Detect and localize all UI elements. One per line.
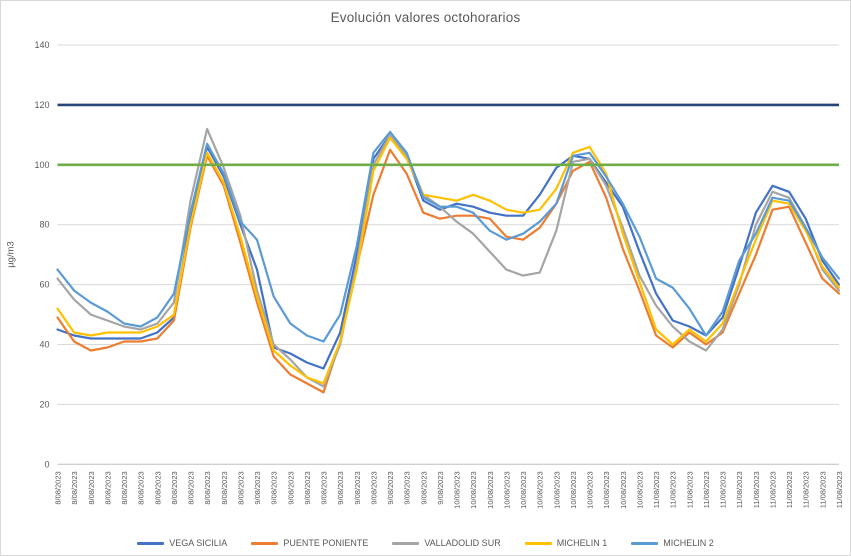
y-tick-label: 60 bbox=[39, 280, 49, 290]
x-tick-label: 8/08/2023 bbox=[87, 471, 96, 504]
x-tick-label: 8/08/2023 bbox=[70, 471, 79, 504]
y-tick-label: 20 bbox=[39, 399, 49, 409]
legend-swatch-valladolid-sur bbox=[392, 541, 420, 545]
x-tick-label: 9/08/2023 bbox=[403, 471, 412, 504]
legend-label: VALLADOLID SUR bbox=[424, 538, 501, 548]
x-tick-label: 10/08/2023 bbox=[552, 471, 561, 509]
x-tick-label: 9/08/2023 bbox=[386, 471, 395, 504]
x-tick-label: 8/08/2023 bbox=[236, 471, 245, 504]
x-tick-label: 10/08/2023 bbox=[486, 471, 495, 509]
legend-swatch-michelin-1 bbox=[524, 541, 552, 545]
y-tick-label: 0 bbox=[44, 459, 49, 469]
y-tick-label: 140 bbox=[34, 40, 49, 50]
x-tick-label: 8/08/2023 bbox=[170, 471, 179, 504]
x-tick-label: 11/08/2023 bbox=[685, 471, 694, 508]
x-tick-label: 11/08/2023 bbox=[768, 471, 777, 508]
x-tick-label: 9/08/2023 bbox=[286, 471, 295, 504]
x-tick-label: 11/08/2023 bbox=[702, 471, 711, 508]
legend-swatch-michelin-2 bbox=[631, 541, 659, 545]
x-tick-label: 11/08/2023 bbox=[735, 471, 744, 508]
chart-title: Evolución valores octohorarios bbox=[330, 10, 521, 25]
x-tick-label: 11/08/2023 bbox=[652, 471, 661, 508]
x-tick-label: 11/08/2023 bbox=[752, 471, 761, 508]
y-tick-label: 40 bbox=[39, 340, 49, 350]
legend-item-michelin-2: MICHELIN 2 bbox=[631, 538, 714, 548]
x-tick-label: 9/08/2023 bbox=[419, 471, 428, 504]
x-tick-label: 8/08/2023 bbox=[54, 471, 63, 504]
x-tick-label: 9/08/2023 bbox=[353, 471, 362, 504]
y-tick-label: 100 bbox=[34, 160, 49, 170]
legend-item-vega-sicilia: VEGA SICILIA bbox=[137, 538, 227, 548]
x-tick-label: 10/08/2023 bbox=[453, 471, 462, 509]
x-tick-label: 11/08/2023 bbox=[719, 471, 728, 508]
legend-label: MICHELIN 2 bbox=[663, 538, 714, 548]
series-line-michelin-2 bbox=[56, 130, 841, 343]
x-tick-label: 10/08/2023 bbox=[502, 471, 511, 509]
x-tick-label: 9/08/2023 bbox=[320, 471, 329, 504]
x-tick-label: 11/08/2023 bbox=[669, 471, 678, 508]
x-tick-label: 10/08/2023 bbox=[602, 471, 611, 509]
x-tick-label: 9/08/2023 bbox=[336, 471, 345, 504]
legend-label: VEGA SICILIA bbox=[169, 538, 228, 548]
x-tick-label: 8/08/2023 bbox=[137, 471, 146, 504]
legend-item-valladolid-sur: VALLADOLID SUR bbox=[392, 538, 501, 548]
x-tick-label: 8/08/2023 bbox=[153, 471, 162, 504]
x-tick-label: 8/08/2023 bbox=[187, 471, 196, 504]
series-line-valladolid-sur bbox=[56, 127, 841, 388]
legend-label: MICHELIN 1 bbox=[556, 538, 608, 548]
x-tick-label: 9/08/2023 bbox=[436, 471, 445, 504]
x-tick-label: 11/08/2023 bbox=[835, 471, 844, 508]
x-tick-label: 9/08/2023 bbox=[270, 471, 279, 504]
legend-swatch-puente-poniente bbox=[251, 541, 279, 545]
legend-swatch-vega-sicilia bbox=[137, 541, 165, 545]
y-tick-label: 80 bbox=[39, 220, 49, 230]
x-tick-label: 8/08/2023 bbox=[120, 471, 129, 504]
series-line-puente-poniente bbox=[56, 148, 841, 394]
x-tick-label: 10/08/2023 bbox=[635, 471, 644, 509]
legend-label: PUENTE PONIENTE bbox=[283, 538, 369, 548]
x-tick-label: 10/08/2023 bbox=[586, 471, 595, 509]
legend-item-michelin-1: MICHELIN 1 bbox=[524, 538, 608, 548]
x-tick-label: 11/08/2023 bbox=[802, 471, 811, 508]
x-tick-label: 9/08/2023 bbox=[303, 471, 312, 504]
x-tick-label: 8/08/2023 bbox=[203, 471, 212, 504]
x-tick-label: 10/08/2023 bbox=[469, 471, 478, 509]
x-tick-label: 10/08/2023 bbox=[519, 471, 528, 509]
x-tick-label: 9/08/2023 bbox=[253, 471, 262, 504]
y-tick-label: 120 bbox=[34, 100, 49, 110]
legend-item-puente-poniente: PUENTE PONIENTE bbox=[251, 538, 368, 548]
x-tick-label: 9/08/2023 bbox=[369, 471, 378, 504]
series-line-michelin-1 bbox=[56, 136, 841, 385]
x-tick-label: 10/08/2023 bbox=[569, 471, 578, 509]
x-tick-label: 11/08/2023 bbox=[818, 471, 827, 508]
x-tick-label: 11/08/2023 bbox=[785, 471, 794, 508]
x-tick-label: 10/08/2023 bbox=[619, 471, 628, 509]
x-tick-label: 8/08/2023 bbox=[103, 471, 112, 504]
x-tick-label: 10/08/2023 bbox=[536, 471, 545, 509]
legend: VEGA SICILIA PUENTE PONIENTE VALLADOLID SU… bbox=[1, 538, 850, 548]
x-tick-label: 8/08/2023 bbox=[220, 471, 229, 504]
